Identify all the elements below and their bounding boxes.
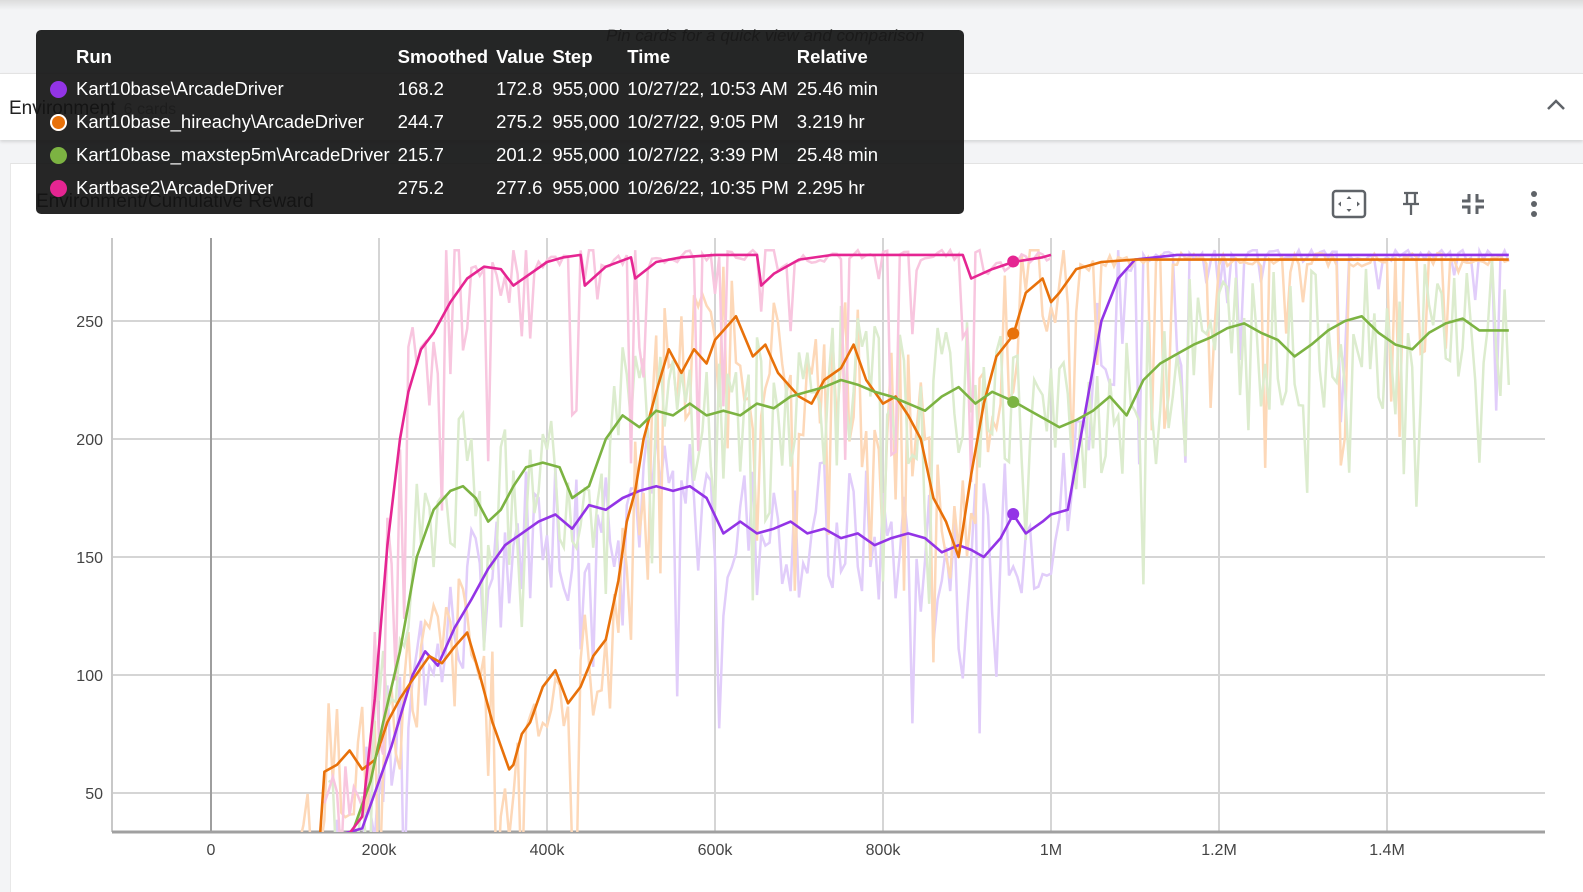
x-tick-label: 0 (207, 842, 216, 859)
header-run: Run (76, 46, 112, 67)
y-tick-label: 100 (76, 668, 103, 685)
y-tick-label: 150 (76, 550, 103, 567)
run-name: Kart10base_hireachy\ArcadeDriver (76, 110, 364, 132)
raw-series-line (335, 246, 1510, 832)
tooltip-row: Kart10base_maxstep5m\ArcadeDriver 215.7 … (46, 138, 882, 171)
relative-time: 25.48 min (796, 143, 879, 165)
y-tick-label: 200 (76, 432, 103, 449)
chevron-up-icon (1547, 99, 1565, 110)
tooltip-row: Kart10base_hireachy\ArcadeDriver 244.7 2… (46, 105, 882, 138)
collapse-card-button[interactable] (1455, 186, 1491, 222)
step-value: 955,000 (552, 110, 620, 132)
x-tick-label: 200k (362, 842, 398, 859)
raw-value: 201.2 (496, 143, 543, 165)
raw-series-line (323, 247, 1052, 832)
smoothed-value: 168.2 (397, 77, 444, 99)
run-color-dot (50, 81, 67, 99)
raw-value: 172.8 (496, 77, 543, 99)
smoothed-series-line[interactable] (345, 253, 1509, 833)
smoothed-series-line[interactable] (352, 314, 1509, 829)
x-tick-label: 1.2M (1201, 842, 1237, 859)
run-color-dot (50, 180, 67, 198)
hover-tooltip: Run Smoothed Value Step Time Relative Ka… (36, 30, 964, 214)
raw-series-line (328, 258, 1511, 832)
smoothed-value: 215.7 (397, 143, 444, 165)
run-name: Kart10base\ArcadeDriver (76, 77, 284, 99)
smoothed-series-line[interactable] (348, 253, 1052, 833)
header-smoothed: Smoothed (397, 46, 489, 67)
relative-time: 2.295 hr (796, 176, 865, 198)
more-options-button[interactable] (1516, 186, 1552, 222)
header-value: Value (496, 46, 545, 67)
raw-value: 277.6 (496, 176, 543, 198)
raw-series-line (300, 248, 1510, 832)
wall-time: 10/27/22, 10:53 AM (627, 77, 788, 99)
hover-point-marker (1007, 327, 1020, 340)
pin-icon (1403, 191, 1419, 215)
wall-time: 10/27/22, 3:39 PM (627, 143, 779, 165)
smoothed-value: 275.2 (397, 176, 444, 198)
y-tick-label: 50 (85, 786, 103, 803)
x-tick-label: 800k (866, 842, 902, 859)
hover-point-marker (1007, 395, 1020, 408)
top-shadow (0, 0, 1583, 10)
x-tick-label: 1M (1040, 842, 1062, 859)
hover-point-marker (1007, 255, 1020, 268)
run-name: Kartbase2\ArcadeDriver (76, 176, 274, 198)
tooltip-header-row: Run Smoothed Value Step Time Relative (46, 42, 882, 72)
y-tick-label: 250 (76, 314, 103, 331)
run-color-dot (50, 147, 67, 165)
raw-value: 275.2 (496, 110, 543, 132)
smoothed-series-line[interactable] (318, 258, 1509, 834)
fit-domain-icon (1331, 189, 1367, 219)
header-time: Time (627, 46, 671, 67)
tooltip-row: Kart10base\ArcadeDriver 168.2 172.8 955,… (46, 72, 882, 105)
relative-time: 3.219 hr (796, 110, 865, 132)
wall-time: 10/26/22, 10:35 PM (627, 176, 789, 198)
header-step: Step (552, 46, 593, 67)
run-color-dot (50, 114, 67, 132)
more-vert-icon (1531, 191, 1537, 217)
x-tick-label: 400k (530, 842, 566, 859)
header-relative: Relative (796, 46, 868, 67)
tooltip-table: Run Smoothed Value Step Time Relative Ka… (46, 42, 882, 204)
fullscreen-exit-icon (1462, 194, 1484, 214)
fit-domain-button[interactable] (1331, 186, 1367, 222)
tooltip-row: Kartbase2\ArcadeDriver 275.2 277.6 955,0… (46, 171, 882, 204)
pin-card-button[interactable] (1393, 186, 1429, 222)
x-tick-label: 600k (698, 842, 734, 859)
step-value: 955,000 (552, 77, 620, 99)
step-value: 955,000 (552, 176, 620, 198)
step-value: 955,000 (552, 143, 620, 165)
wall-time: 10/27/22, 9:05 PM (627, 110, 779, 132)
x-tick-label: 1.4M (1369, 842, 1405, 859)
smoothed-value: 244.7 (397, 110, 444, 132)
relative-time: 25.46 min (796, 77, 879, 99)
hover-point-marker (1007, 508, 1020, 521)
run-name: Kart10base_maxstep5m\ArcadeDriver (76, 143, 390, 165)
collapse-group-button[interactable] (1543, 92, 1569, 118)
